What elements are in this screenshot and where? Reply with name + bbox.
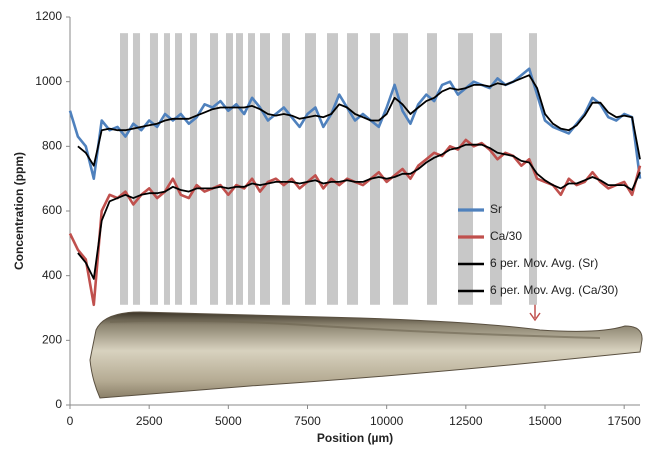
series-line [68, 67, 642, 180]
otolith-ring [109, 319, 601, 339]
x-tick-label: 0 [67, 414, 74, 428]
highlight-band [225, 33, 233, 305]
highlight-band [149, 33, 159, 305]
x-tick-label: 5000 [215, 414, 242, 428]
highlight-band [189, 33, 198, 305]
x-axis-title: Position (µm) [317, 431, 393, 445]
legend-label: 6 per. Mov. Avg. (Ca/30) [490, 283, 618, 297]
highlight-band [132, 33, 141, 305]
highlight-band [346, 33, 359, 305]
x-tick-label: 7500 [294, 414, 321, 428]
y-tick-label: 1200 [35, 9, 62, 23]
y-tick-label: 1000 [35, 74, 62, 88]
highlight-band [175, 33, 183, 305]
highlight-band [489, 33, 502, 305]
x-tick-label: 10000 [370, 414, 404, 428]
y-tick-label: 0 [55, 397, 62, 411]
y-tick-label: 800 [42, 139, 62, 153]
highlight-band [327, 33, 338, 305]
y-tick-label: 600 [42, 203, 62, 217]
highlight-band [282, 33, 290, 305]
arrow-head [529, 312, 541, 322]
highlight-band [120, 33, 129, 305]
y-axis-title: Concentration (ppm) [12, 152, 26, 270]
legend-label: 6 per. Mov. Avg. (Sr) [490, 256, 598, 270]
y-tick-label: 400 [42, 268, 62, 282]
highlight-band [247, 33, 255, 305]
highlight-band [304, 33, 316, 305]
otolith-image [89, 311, 643, 399]
x-tick-label: 12500 [449, 414, 483, 428]
highlight-band [209, 33, 219, 305]
x-tick-label: 15000 [528, 414, 562, 428]
plot-area: 0 200 400 600 800 1000 1200 0 2500 5000 7500 10000 1… [35, 9, 642, 428]
x-tick-label: 2500 [136, 414, 163, 428]
highlight-band [427, 33, 437, 305]
y-tick-label: 200 [42, 333, 62, 347]
legend-label: Sr [490, 202, 502, 216]
highlight-band [260, 33, 271, 305]
x-tick-label: 17500 [607, 414, 641, 428]
highlight-band [235, 33, 243, 305]
legend-label: Ca/30 [490, 229, 522, 243]
highlight-band [370, 33, 380, 305]
series-line [77, 143, 641, 280]
series-line [77, 74, 641, 167]
highlight-band [163, 33, 171, 305]
